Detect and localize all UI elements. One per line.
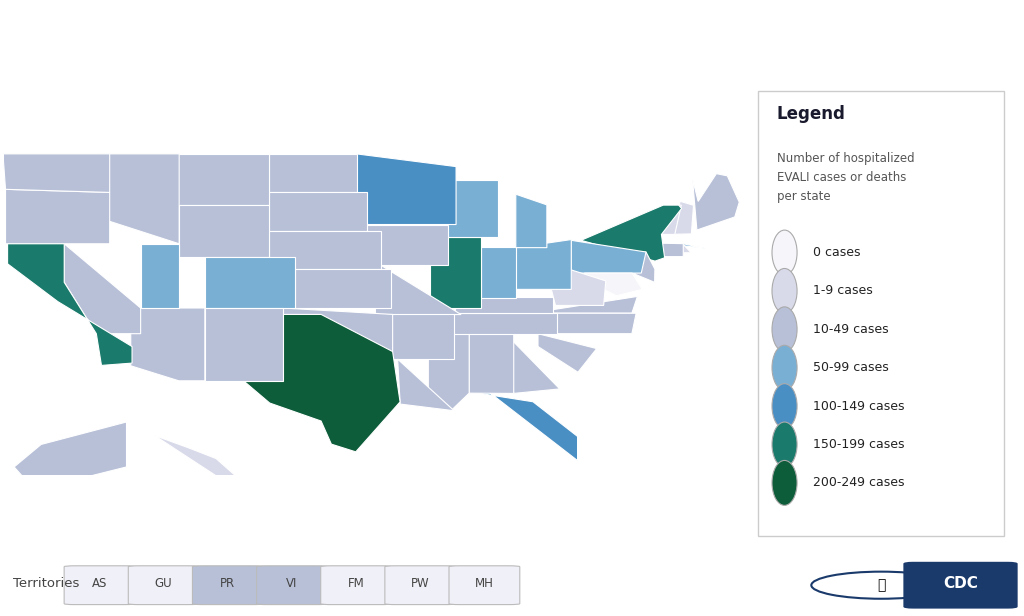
Polygon shape <box>7 244 132 365</box>
Polygon shape <box>269 192 367 231</box>
Polygon shape <box>683 244 691 253</box>
Polygon shape <box>356 154 456 224</box>
Polygon shape <box>585 273 642 296</box>
Polygon shape <box>445 313 557 334</box>
Polygon shape <box>269 154 356 192</box>
Polygon shape <box>397 359 454 411</box>
Polygon shape <box>530 296 637 313</box>
Polygon shape <box>99 154 179 244</box>
Text: 🦅: 🦅 <box>877 578 886 592</box>
Polygon shape <box>205 257 295 308</box>
Text: PR: PR <box>220 577 236 591</box>
Polygon shape <box>365 224 447 265</box>
Polygon shape <box>692 174 739 230</box>
Polygon shape <box>538 334 597 372</box>
Text: Number of hospitalized
EVALI cases or deaths
per state: Number of hospitalized EVALI cases or de… <box>776 152 914 203</box>
Polygon shape <box>283 308 392 352</box>
Polygon shape <box>115 154 269 205</box>
Polygon shape <box>663 205 681 235</box>
Text: 200-249 cases: 200-249 cases <box>813 476 905 489</box>
Polygon shape <box>480 385 578 461</box>
Text: Number of Hospitalized EVALI Cases or Deaths Reported to CDC as of February 18, : Number of Hospitalized EVALI Cases or De… <box>13 30 785 49</box>
Polygon shape <box>155 436 243 491</box>
Circle shape <box>772 460 797 505</box>
Polygon shape <box>205 308 283 381</box>
Polygon shape <box>544 261 606 306</box>
Polygon shape <box>65 244 140 334</box>
Polygon shape <box>295 269 390 308</box>
Text: CDC: CDC <box>943 577 978 591</box>
Circle shape <box>772 384 797 429</box>
Polygon shape <box>5 189 110 244</box>
Polygon shape <box>522 314 636 334</box>
Text: 10-49 cases: 10-49 cases <box>813 323 889 336</box>
Text: 1-9 cases: 1-9 cases <box>813 285 873 298</box>
FancyBboxPatch shape <box>449 565 520 605</box>
FancyBboxPatch shape <box>385 565 456 605</box>
Polygon shape <box>516 194 547 248</box>
Polygon shape <box>390 314 454 359</box>
FancyBboxPatch shape <box>128 565 199 605</box>
FancyBboxPatch shape <box>257 565 328 605</box>
Text: 150-199 cases: 150-199 cases <box>813 438 905 451</box>
Text: MH: MH <box>475 577 494 591</box>
Circle shape <box>772 307 797 352</box>
Polygon shape <box>571 240 646 273</box>
Circle shape <box>772 422 797 467</box>
Polygon shape <box>455 296 553 313</box>
Text: AS: AS <box>92 577 108 591</box>
Polygon shape <box>469 334 514 394</box>
Text: Legend: Legend <box>776 105 846 123</box>
FancyBboxPatch shape <box>65 565 135 605</box>
Circle shape <box>772 269 797 314</box>
Polygon shape <box>632 273 642 290</box>
Polygon shape <box>140 244 179 308</box>
Circle shape <box>772 345 797 390</box>
Text: GU: GU <box>155 577 172 591</box>
Polygon shape <box>635 252 655 282</box>
Polygon shape <box>506 334 560 394</box>
Text: 50-99 cases: 50-99 cases <box>813 361 889 375</box>
FancyBboxPatch shape <box>321 565 391 605</box>
Polygon shape <box>179 205 269 257</box>
FancyBboxPatch shape <box>903 562 1018 609</box>
Polygon shape <box>658 243 683 257</box>
Polygon shape <box>430 237 481 308</box>
Polygon shape <box>674 201 693 234</box>
Polygon shape <box>236 314 400 452</box>
FancyBboxPatch shape <box>193 565 263 605</box>
Polygon shape <box>131 308 205 381</box>
Polygon shape <box>428 334 469 410</box>
Text: 100-149 cases: 100-149 cases <box>813 400 905 413</box>
Polygon shape <box>516 240 571 290</box>
Text: VI: VI <box>287 577 298 591</box>
Polygon shape <box>581 205 682 261</box>
Text: PW: PW <box>411 577 429 591</box>
Polygon shape <box>662 243 708 249</box>
FancyBboxPatch shape <box>759 91 1004 536</box>
Text: FM: FM <box>348 577 365 591</box>
Circle shape <box>772 230 797 275</box>
Polygon shape <box>376 262 461 315</box>
Polygon shape <box>14 422 127 487</box>
Polygon shape <box>413 180 498 238</box>
Polygon shape <box>481 247 516 298</box>
Text: Territories: Territories <box>13 577 80 591</box>
Text: 0 cases: 0 cases <box>813 246 861 259</box>
Polygon shape <box>269 231 381 269</box>
Polygon shape <box>3 154 110 192</box>
